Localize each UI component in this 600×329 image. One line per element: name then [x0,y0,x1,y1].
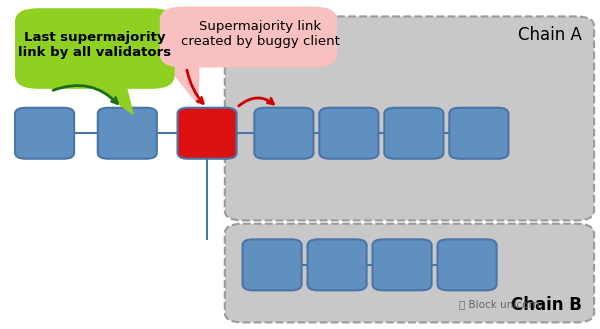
Text: Chain A: Chain A [518,26,582,44]
FancyBboxPatch shape [242,240,302,291]
FancyBboxPatch shape [225,224,594,322]
FancyBboxPatch shape [319,108,379,159]
FancyBboxPatch shape [15,8,175,89]
FancyBboxPatch shape [385,108,443,159]
FancyBboxPatch shape [160,7,337,67]
FancyBboxPatch shape [225,16,594,220]
FancyBboxPatch shape [373,240,431,291]
Text: Last supermajority
link by all validators: Last supermajority link by all validator… [18,31,172,59]
FancyBboxPatch shape [178,108,236,159]
Text: Chain B: Chain B [511,296,582,314]
Polygon shape [169,67,199,105]
FancyBboxPatch shape [98,108,157,159]
Text: 📱 Block unicorn: 📱 Block unicorn [460,299,540,309]
FancyBboxPatch shape [449,108,508,159]
Text: Supermajority link
created by buggy client: Supermajority link created by buggy clie… [181,20,340,48]
FancyBboxPatch shape [437,240,497,291]
FancyBboxPatch shape [254,108,313,159]
FancyBboxPatch shape [308,240,367,291]
Polygon shape [98,89,133,114]
FancyBboxPatch shape [15,108,74,159]
